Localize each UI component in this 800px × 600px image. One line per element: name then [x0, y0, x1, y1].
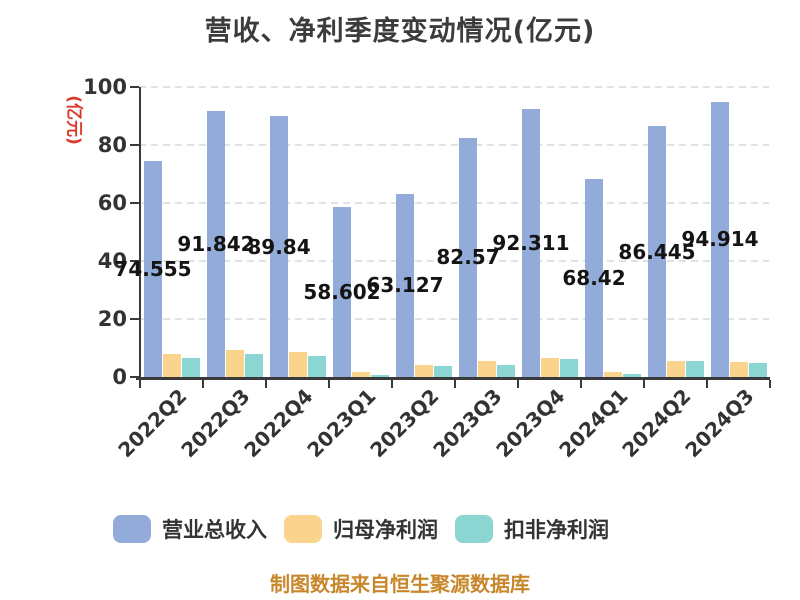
x-tick-mark: [265, 380, 267, 388]
net-profit-attr-bar-2023Q2: [415, 364, 433, 377]
x-axis-label: 2022Q4: [239, 384, 318, 463]
gridline: [139, 86, 769, 88]
x-tick-mark: [202, 380, 204, 388]
x-axis-label: 2023Q2: [365, 384, 444, 463]
bar-value-label: 91.842: [177, 231, 255, 256]
x-tick-mark: [643, 380, 645, 388]
y-tick-mark: [130, 202, 139, 204]
net-profit-attr-bar-2024Q3: [730, 361, 748, 377]
legend-label: 归母净利润: [333, 518, 438, 542]
x-tick-mark: [328, 380, 330, 388]
revenue-bar-2023Q4: [522, 109, 540, 377]
legend-label: 扣非净利润: [504, 518, 609, 542]
x-tick-mark: [706, 380, 708, 388]
legend-item-net-profit-attr-bar: 归母净利润: [284, 514, 438, 544]
y-tick-mark: [130, 144, 139, 146]
non-gaap-net-profit-bar-2023Q2: [434, 365, 452, 377]
revenue-bar-2024Q2: [648, 126, 666, 377]
y-tick-label: 0: [112, 365, 127, 389]
net-profit-attr-bar-2023Q3: [478, 361, 496, 377]
non-gaap-net-profit-bar-2024Q3: [749, 362, 767, 377]
x-tick-mark: [139, 380, 141, 388]
bar-value-label: 68.42: [562, 265, 626, 290]
revenue-bar-2022Q2: [144, 160, 162, 377]
y-tick-mark: [130, 376, 139, 378]
net-profit-attr-bar-2022Q4: [289, 352, 307, 377]
x-tick-mark: [580, 380, 582, 388]
non-gaap-net-profit-bar-2022Q3: [245, 354, 263, 377]
legend-swatch-icon: [284, 515, 322, 543]
gridline: [139, 318, 769, 320]
non-gaap-net-profit-bar-2024Q2: [686, 361, 704, 377]
net-profit-attr-bar-2023Q4: [541, 358, 559, 377]
y-tick-label: 20: [97, 307, 127, 331]
net-profit-attr-bar-2022Q3: [226, 349, 244, 377]
net-profit-attr-bar-2022Q2: [163, 354, 181, 377]
net-profit-attr-bar-2023Q1: [352, 372, 370, 377]
legend: 营业总收入 归母净利润 扣非净利润: [113, 514, 609, 544]
net-profit-attr-bar-2024Q2: [667, 361, 685, 377]
non-gaap-net-profit-bar-2023Q4: [560, 359, 578, 377]
y-tick-label: 40: [97, 249, 127, 273]
x-axis-label: 2024Q1: [554, 384, 633, 463]
y-tick-mark: [130, 260, 139, 262]
legend-swatch-icon: [455, 515, 493, 543]
y-tick-label: 80: [97, 133, 127, 157]
bar-value-label: 63.127: [366, 273, 444, 298]
x-axis-label: 2024Q2: [617, 384, 696, 463]
gridline: [139, 144, 769, 146]
non-gaap-net-profit-bar-2023Q1: [371, 374, 389, 377]
x-tick-mark: [391, 380, 393, 388]
revenue-bar-2024Q1: [585, 178, 603, 377]
non-gaap-net-profit-bar-2024Q1: [623, 373, 641, 377]
x-tick-mark: [517, 380, 519, 388]
x-axis-label: 2023Q3: [428, 384, 507, 463]
y-axis-line: [139, 87, 141, 379]
net-profit-attr-bar-2024Q1: [604, 371, 622, 377]
x-axis-label: 2022Q2: [113, 384, 192, 463]
non-gaap-net-profit-bar-2023Q3: [497, 364, 515, 377]
bar-value-label: 89.84: [247, 234, 311, 259]
x-tick-mark: [769, 380, 771, 388]
non-gaap-net-profit-bar-2022Q4: [308, 355, 326, 377]
revenue-bar-2024Q3: [711, 101, 729, 377]
bar-value-label: 92.311: [492, 231, 570, 256]
bar-value-label: 82.57: [436, 245, 500, 270]
bar-value-label: 94.914: [681, 227, 759, 252]
revenue-bar-2022Q4: [270, 116, 288, 377]
legend-label: 营业总收入: [162, 518, 267, 542]
revenue-bar-2023Q1: [333, 207, 351, 377]
y-tick-mark: [130, 86, 139, 88]
source-note: 制图数据来自恒生聚源数据库: [270, 572, 530, 596]
x-axis-line: [136, 377, 770, 380]
legend-item-non-gaap-net-profit-bar: 扣非净利润: [455, 514, 609, 544]
y-tick-label: 60: [97, 191, 127, 215]
bar-value-label: 58.602: [303, 280, 381, 305]
revenue-bar-2023Q3: [459, 137, 477, 377]
non-gaap-net-profit-bar-2022Q2: [182, 357, 200, 377]
x-axis-label: 2023Q4: [491, 384, 570, 463]
y-tick-label: 100: [83, 75, 127, 99]
chart-title: 营收、净利季度变动情况(亿元): [204, 16, 596, 47]
x-axis-label: 2023Q1: [302, 384, 381, 463]
gridline: [139, 202, 769, 204]
bar-value-label: 86.445: [618, 239, 696, 264]
y-tick-mark: [130, 318, 139, 320]
x-axis-label: 2024Q3: [680, 384, 759, 463]
revenue-bar-2022Q3: [207, 110, 225, 377]
legend-item-revenue-bar: 营业总收入: [113, 514, 267, 544]
legend-swatch-icon: [113, 515, 151, 543]
x-tick-mark: [454, 380, 456, 388]
x-axis-label: 2022Q3: [176, 384, 255, 463]
revenue-bar-2023Q2: [396, 193, 414, 377]
gridline: [139, 260, 769, 262]
bar-value-label: 74.555: [114, 256, 192, 281]
